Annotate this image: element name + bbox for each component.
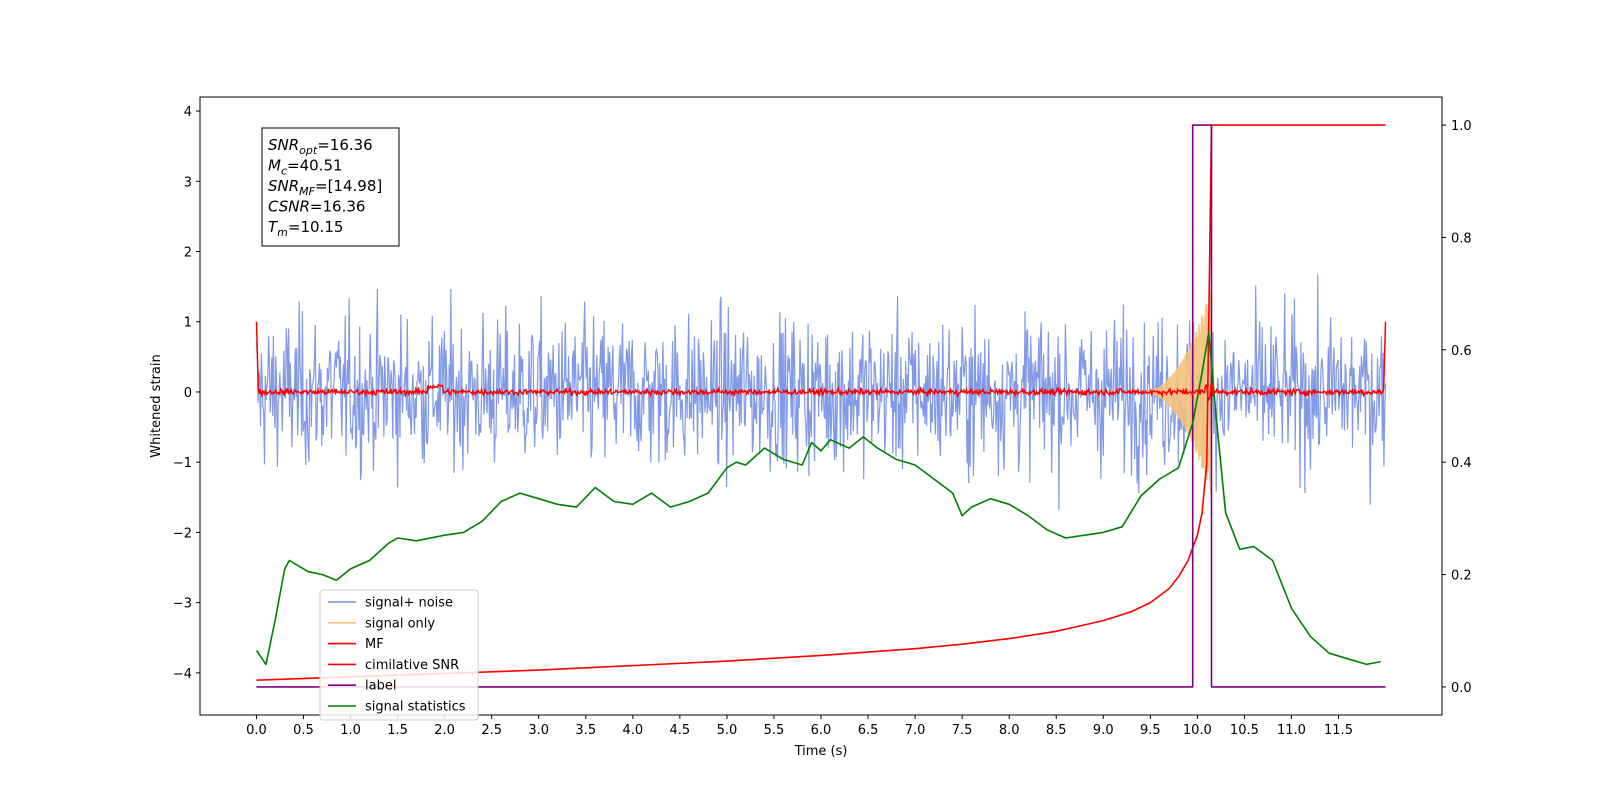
y-axis-right: 0.0 0.2 0.4 0.6 0.8 1.0: [1442, 119, 1472, 696]
x-tick-label: 10.0: [1183, 723, 1212, 738]
legend-label: MF: [365, 637, 384, 652]
x-tick-label: 6.0: [811, 723, 832, 738]
y-axis-label: Whitened strain: [149, 354, 164, 457]
x-tick-label: 9.0: [1093, 723, 1114, 738]
y-tick-label: −2: [173, 526, 192, 541]
annotation-line: Tm=10.15: [268, 218, 343, 239]
x-tick-label: 11.0: [1277, 723, 1306, 738]
y2-tick-label: 0.0: [1451, 681, 1472, 696]
legend-label: signal statistics: [365, 700, 466, 715]
x-tick-label: 5.5: [764, 723, 785, 738]
x-tick-label: 8.5: [1046, 723, 1067, 738]
x-tick-label: 0.0: [246, 723, 267, 738]
series-layer: [255, 124, 1387, 688]
y-tick-label: 3: [184, 175, 192, 190]
legend-label: signal+ noise: [365, 596, 453, 611]
x-tick-label: 10.5: [1230, 723, 1259, 738]
legend: signal+ noise signal only MF cimilative SNR…: [319, 589, 479, 721]
x-tick-label: 9.5: [1140, 723, 1161, 738]
y2-tick-label: 0.2: [1451, 569, 1472, 584]
x-tick-label: 5.0: [717, 723, 738, 738]
x-tick-label: 4.0: [622, 723, 643, 738]
legend-label: cimilative SNR: [365, 658, 459, 673]
y-tick-label: −4: [173, 667, 192, 682]
x-axis: 0.0 0.5 1.0 1.5 2.0 2.5 3.0 3.5 4.0 4.5 5.0 5.5 6.0 6…: [246, 715, 1353, 738]
x-tick-label: 7.5: [952, 723, 973, 738]
x-tick-label: 1.0: [340, 723, 361, 738]
annotation-box: SNRopt=16.36Mc=40.51SNRMF=[14.98]CSNR=16…: [261, 127, 400, 247]
x-tick-label: 0.5: [293, 723, 314, 738]
legend-label: signal only: [365, 616, 435, 631]
x-tick-label: 2.5: [481, 723, 502, 738]
y2-tick-label: 0.4: [1451, 456, 1472, 471]
y-tick-label: −3: [173, 597, 192, 612]
y2-tick-label: 0.8: [1451, 231, 1472, 246]
x-tick-label: 7.0: [905, 723, 926, 738]
x-tick-label: 4.5: [670, 723, 691, 738]
annotation-frame: [261, 127, 400, 247]
x-tick-label: 11.5: [1324, 723, 1353, 738]
series-cimilative-snr: [256, 124, 1386, 681]
y-axis-left: −4 −3 −2 −1 0 1 2 3 4: [173, 105, 200, 682]
x-tick-label: 8.0: [999, 723, 1020, 738]
annotation-line: CSNR=16.36: [268, 198, 365, 216]
x-tick-label: 6.5: [858, 723, 879, 738]
series-mf: [255, 321, 1387, 402]
series-label: [256, 124, 1386, 688]
y-tick-label: 4: [184, 105, 192, 120]
y-tick-label: 2: [184, 246, 192, 261]
x-tick-label: 2.0: [434, 723, 455, 738]
y-tick-label: 1: [184, 316, 192, 331]
y2-tick-label: 1.0: [1451, 119, 1472, 134]
y2-tick-label: 0.6: [1451, 344, 1472, 359]
x-tick-label: 3.5: [575, 723, 596, 738]
legend-frame: [319, 589, 479, 721]
annotation-line: Mc=40.51: [268, 157, 343, 178]
x-tick-label: 3.0: [528, 723, 549, 738]
annotation-line: SNRopt=16.36: [268, 136, 373, 157]
annotation-line: SNRMF=[14.98]: [268, 177, 382, 198]
legend-label: label: [365, 679, 396, 694]
y-tick-label: −1: [173, 456, 192, 471]
series-signal-statistics: [255, 332, 1381, 666]
x-tick-label: 1.5: [387, 723, 408, 738]
x-axis-label: Time (s): [794, 744, 848, 759]
y-tick-label: 0: [184, 386, 192, 401]
